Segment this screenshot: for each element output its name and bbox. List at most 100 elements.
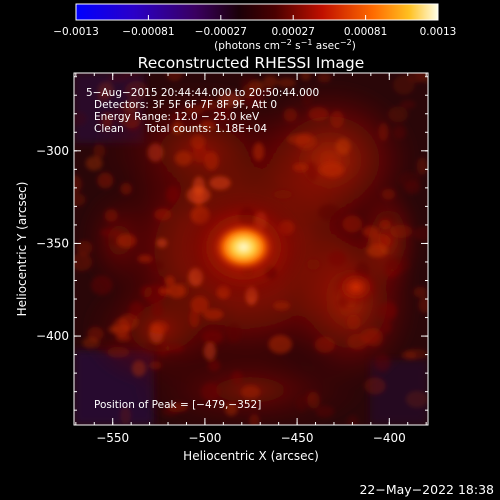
- x-axis: −550 −500 −450 −400: [75, 73, 427, 445]
- emission-speckle: [375, 354, 391, 372]
- emission-speckle: [140, 285, 152, 298]
- emission-speckle: [240, 385, 261, 399]
- annotation-method: Clean: [94, 123, 124, 135]
- emission-speckle: [335, 138, 351, 155]
- emission-speckle: [82, 337, 99, 349]
- emission-speckle: [213, 105, 232, 122]
- emission-speckle: [330, 110, 344, 129]
- emission-speckle: [171, 122, 184, 134]
- emission-speckle: [151, 302, 164, 317]
- emission-speckle: [249, 413, 260, 425]
- emission-speckle: [347, 333, 369, 350]
- emission-speckle: [407, 73, 424, 83]
- emission-speckle: [226, 323, 242, 343]
- emission-speckle: [257, 86, 274, 97]
- emission-speckle: [268, 335, 293, 354]
- emission-speckle: [318, 162, 343, 177]
- emission-speckle: [364, 377, 386, 395]
- x-axis-label: Heliocentric X (arcsec): [183, 449, 319, 463]
- emission-speckle: [164, 275, 175, 287]
- emission-speckle: [314, 336, 335, 353]
- colorbar-gradient: [75, 3, 439, 21]
- emission-speckle: [379, 219, 391, 229]
- emission-speckle: [156, 238, 168, 248]
- emission-speckle: [166, 186, 180, 203]
- emission-speckle: [307, 391, 320, 409]
- emission-speckle: [306, 258, 321, 270]
- emission-speckle: [202, 330, 224, 345]
- emission-speckle: [171, 111, 184, 122]
- colorbar-tick-label: 0.00027: [271, 26, 314, 38]
- colorbar-tick-labels: −0.0013 −0.00081 −0.00027 0.00027 0.00081 0.0…: [53, 26, 456, 38]
- emission-speckle: [166, 73, 183, 82]
- emission-speckle: [390, 224, 413, 239]
- emission-speckle: [204, 151, 219, 171]
- emission-speckle: [231, 370, 243, 385]
- emission-speckle: [404, 348, 428, 360]
- emission-speckle: [104, 209, 118, 222]
- emission-speckle: [74, 253, 93, 272]
- emission-speckle: [137, 254, 153, 263]
- emission-speckle: [240, 75, 259, 92]
- emission-speckle: [308, 107, 329, 121]
- emission-speckle: [277, 77, 296, 88]
- emission-speckle: [346, 415, 359, 425]
- emission-speckle: [292, 162, 308, 172]
- emission-speckle: [381, 320, 392, 334]
- emission-speckle: [273, 189, 293, 200]
- emission-speckle: [143, 342, 164, 353]
- emission-speckle: [273, 301, 291, 311]
- emission-speckle: [381, 188, 396, 200]
- y-axis-label: Heliocentric Y (arcsec): [15, 182, 29, 317]
- emission-speckle: [199, 99, 218, 111]
- emission-speckle: [104, 237, 121, 246]
- emission-speckle: [318, 204, 341, 221]
- annotation-energy: Energy Range: 12.0 − 25.0 keV: [94, 111, 260, 123]
- annotations: 5−Aug−2015 20:44:44.000 to 20:50:44.000 …: [86, 87, 319, 411]
- emission-speckle: [189, 308, 200, 328]
- colorbar-tick-label: 0.0013: [420, 26, 457, 38]
- emission-speckle: [218, 92, 242, 107]
- emission-speckle: [100, 228, 121, 238]
- annotation-counts: Total counts: 1.18E+04: [144, 123, 267, 135]
- emission-speckle: [112, 318, 131, 338]
- emission-speckle: [393, 124, 407, 140]
- emission-speckle: [124, 80, 148, 101]
- emission-speckle: [400, 99, 416, 109]
- emission-speckle: [369, 233, 391, 249]
- emission-speckle: [76, 240, 93, 256]
- emission-speckle: [416, 157, 428, 175]
- colorbar-tick-label: −0.00081: [122, 26, 174, 38]
- emission-speckle: [167, 284, 186, 298]
- y-tick-label: −350: [36, 236, 69, 250]
- emission-speckle: [149, 361, 162, 370]
- emission-speckle: [346, 314, 361, 330]
- emission-speckle: [384, 259, 402, 277]
- emission-speckle: [302, 91, 313, 107]
- annotation-time-range: 5−Aug−2015 20:44:44.000 to 20:50:44.000: [86, 87, 319, 99]
- emission-speckle: [300, 73, 311, 81]
- emission-speckle: [93, 144, 106, 159]
- emission-speckle: [154, 208, 172, 221]
- colorbar-tick-label: −0.0013: [53, 26, 99, 38]
- emission-speckle: [405, 390, 428, 408]
- emission-speckle: [328, 250, 346, 267]
- emission-speckle: [418, 296, 428, 313]
- emission-speckle: [398, 171, 422, 188]
- emission-speckle: [102, 111, 113, 129]
- x-tick-label: −400: [373, 431, 406, 445]
- emission-speckle: [224, 402, 238, 416]
- emission-speckle: [158, 286, 171, 296]
- emission-speckle: [97, 91, 110, 103]
- colorbar: −0.0013 −0.00081 −0.00027 0.00027 0.00081 0.0…: [53, 3, 456, 52]
- y-tick-label: −400: [36, 329, 69, 343]
- x-tick-label: −550: [96, 431, 129, 445]
- plot-title: Reconstructed RHESSI Image: [138, 54, 365, 72]
- colorbar-tick-label: −0.00027: [195, 26, 247, 38]
- emission-speckle: [97, 340, 121, 354]
- emission-speckle: [174, 151, 193, 166]
- emission-speckle: [200, 119, 216, 131]
- emission-speckle: [315, 405, 335, 418]
- emission-speckle: [342, 215, 363, 233]
